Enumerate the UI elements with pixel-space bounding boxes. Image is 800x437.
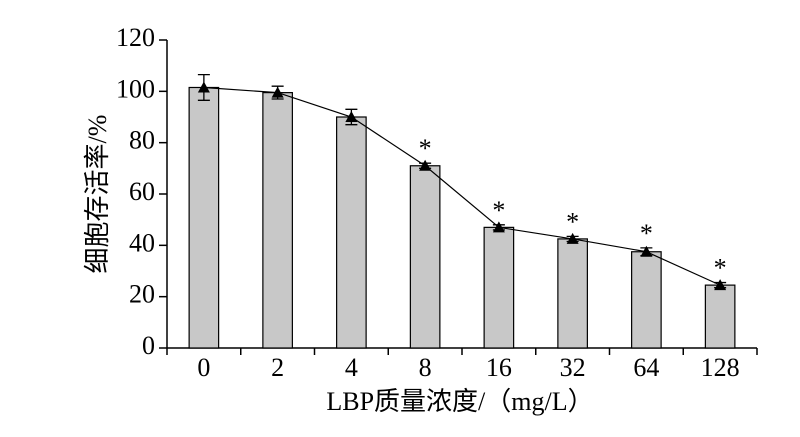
line-point <box>566 232 579 244</box>
y-tick-label: 40 <box>129 228 155 257</box>
bar <box>483 226 515 349</box>
bar <box>631 251 662 349</box>
bar <box>704 284 736 349</box>
y-tick-label: 60 <box>129 177 155 206</box>
x-tick-label: 8 <box>419 353 432 382</box>
y-tick-label: 100 <box>116 74 155 103</box>
y-tick-label: 120 <box>116 23 155 52</box>
line-point <box>640 245 653 257</box>
x-tick-label: 16 <box>486 353 512 382</box>
y-tick-label: 20 <box>129 280 155 309</box>
bar <box>409 165 441 349</box>
x-tick-label: 2 <box>271 353 284 382</box>
x-tick-label: 32 <box>560 353 586 382</box>
bar <box>188 86 220 349</box>
x-tick-label: 128 <box>701 353 740 382</box>
line-point <box>271 86 284 98</box>
line-point <box>714 279 727 291</box>
x-tick-label: 4 <box>345 353 358 382</box>
y-tick-label: 80 <box>129 126 155 155</box>
x-tick-label: 64 <box>633 353 659 382</box>
line-point <box>345 111 358 122</box>
line-point <box>197 81 210 93</box>
significance-marker: * <box>714 254 727 283</box>
line-point <box>419 159 432 171</box>
x-tick-label: 0 <box>197 353 210 382</box>
significance-marker: * <box>419 134 432 163</box>
significance-marker: * <box>566 207 579 236</box>
significance-marker: * <box>492 196 505 225</box>
significance-marker: * <box>640 219 653 248</box>
bar <box>262 92 293 349</box>
trend-line <box>203 86 721 286</box>
y-tick-label: 0 <box>142 331 155 360</box>
y-axis-label: 细胞存活率/% <box>83 115 112 274</box>
bar <box>557 238 588 349</box>
line-point <box>492 221 505 233</box>
x-axis-label: LBP质量浓度/（mg/L） <box>326 387 593 416</box>
bar <box>336 116 367 349</box>
